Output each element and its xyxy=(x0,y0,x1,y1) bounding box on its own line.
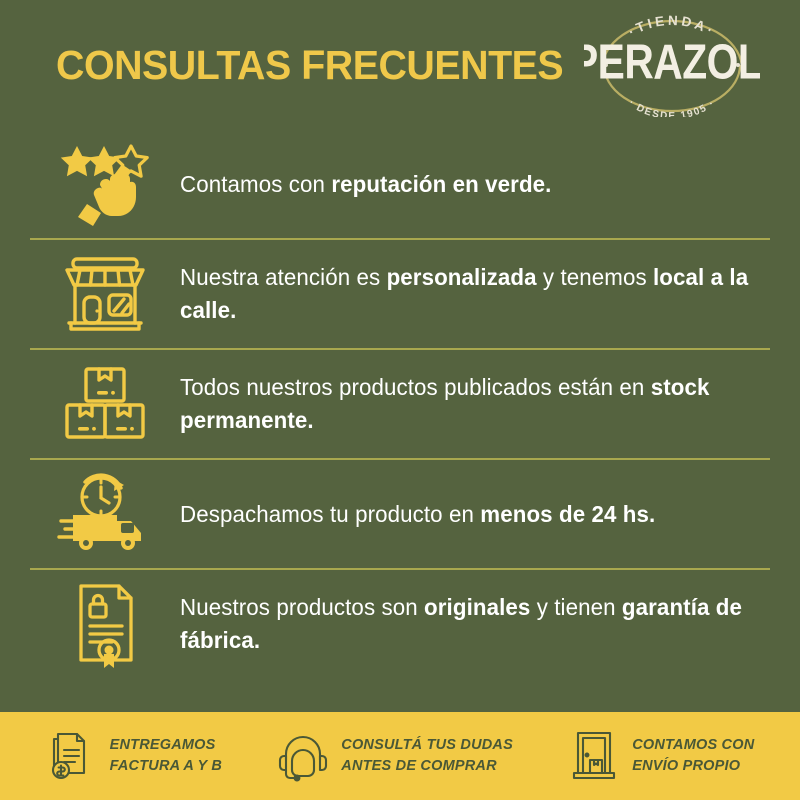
delivery-truck-clock-icon xyxy=(30,466,180,562)
certificate-seal-icon xyxy=(30,576,180,672)
footer-item: CONSULTÁ TUS DUDAS ANTES DE COMPRAR xyxy=(277,728,513,784)
footer-label-line1: CONTAMOS CON xyxy=(632,736,755,753)
faq-text-strong: menos de 24 hs. xyxy=(480,500,656,527)
footer-label: ENTREGAMOS FACTURA A Y B xyxy=(110,735,222,777)
faq-text: Nuestra atención es personalizada y tene… xyxy=(180,261,752,326)
faq-text-strong: personalizada xyxy=(386,264,537,291)
faq-text-lead: Nuestros productos son xyxy=(180,594,425,621)
faq-text-strong: originales xyxy=(424,594,531,621)
faq-text-mid: y tenemos xyxy=(536,264,654,291)
header: CONSULTAS FRECUENTES ·TIENDA· xyxy=(0,0,800,130)
faq-text-strong-2: garantía de fábrica. xyxy=(180,594,743,653)
faq-text-strong: stock permanente. xyxy=(180,374,710,433)
footer-label: CONTAMOS CON ENVÍO PROPIO xyxy=(632,735,754,777)
door-delivery-icon xyxy=(568,728,620,784)
faq-text: Contamos con reputación en verde. xyxy=(180,168,752,201)
stacked-boxes-icon xyxy=(30,356,180,452)
svg-text:· DESDE 1905 ·: · DESDE 1905 · xyxy=(627,98,718,117)
brand-logo: ·TIENDA· · DESDE 1905 · PERAZOLI TIENDA … xyxy=(584,13,760,117)
footer-benefits-bar: ENTREGAMOS FACTURA A Y B xyxy=(0,712,800,800)
footer-label-line2: ENVÍO PROPIO xyxy=(632,758,741,774)
faq-row: Despachamos tu producto en menos de 24 h… xyxy=(30,460,770,570)
storefront-icon xyxy=(30,246,180,342)
svg-text:PERAZOLI: PERAZOLI xyxy=(584,34,760,89)
faq-list: Contamos con reputación en verde. xyxy=(0,130,800,712)
faq-text-mid: y tienen xyxy=(530,594,622,621)
faq-row: Todos nuestros productos publicados está… xyxy=(30,350,770,460)
faq-text-lead: Nuestra atención es xyxy=(180,264,387,291)
footer-label-line1: ENTREGAMOS xyxy=(109,736,216,753)
faq-text: Despachamos tu producto en menos de 24 h… xyxy=(180,498,752,531)
faq-row: Contamos con reputación en verde. xyxy=(30,130,770,240)
invoice-money-icon xyxy=(46,728,98,784)
footer-label-line2: ANTES DE COMPRAR xyxy=(341,758,497,774)
faq-text: Todos nuestros productos publicados está… xyxy=(180,371,752,436)
headset-support-icon xyxy=(277,728,329,784)
faq-text-strong: reputación en verde. xyxy=(331,170,552,197)
faq-text: Nuestros productos son originales y tien… xyxy=(180,591,752,656)
faq-row: Nuestros productos son originales y tien… xyxy=(30,570,770,678)
faq-text-strong-2: local a la calle. xyxy=(180,264,749,323)
faq-text-lead: Todos nuestros productos publicados está… xyxy=(180,374,651,401)
page-title: CONSULTAS FRECUENTES xyxy=(56,41,564,88)
stars-hand-icon xyxy=(30,136,180,232)
footer-item: CONTAMOS CON ENVÍO PROPIO xyxy=(568,728,754,784)
footer-label-line1: CONSULTÁ TUS DUDAS xyxy=(341,736,513,753)
faq-row: Nuestra atención es personalizada y tene… xyxy=(30,240,770,350)
footer-label-line2: FACTURA A Y B xyxy=(109,758,223,774)
faq-text-lead: Contamos con xyxy=(180,170,332,197)
footer-label: CONSULTÁ TUS DUDAS ANTES DE COMPRAR xyxy=(341,735,513,777)
faq-text-lead: Despachamos tu producto en xyxy=(180,500,481,527)
footer-item: ENTREGAMOS FACTURA A Y B xyxy=(46,728,222,784)
